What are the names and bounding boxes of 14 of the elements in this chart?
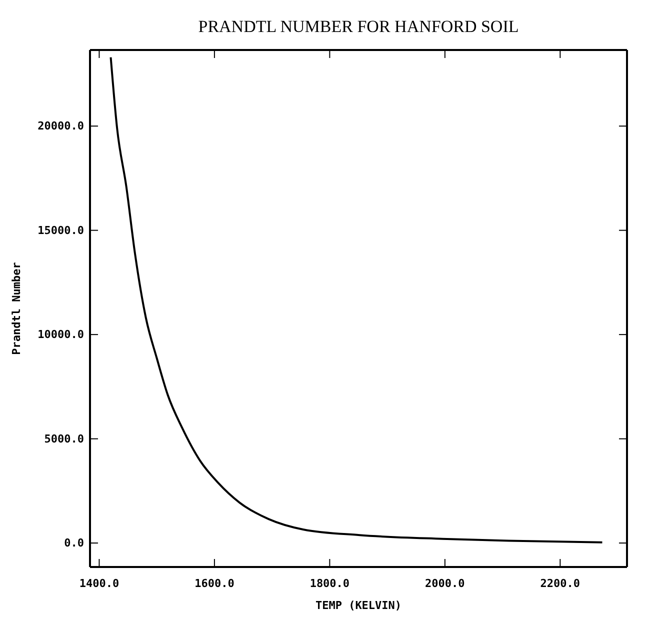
chart-title: PRANDTL NUMBER FOR HANFORD SOIL xyxy=(198,17,519,36)
y-tick-label: 5000.0 xyxy=(44,432,84,446)
x-tick-label: 1600.0 xyxy=(194,576,234,590)
x-tick-label: 2200.0 xyxy=(540,576,580,590)
x-axis-title: TEMP (KELVIN) xyxy=(315,599,402,612)
y-axis-title: Prandtl Number xyxy=(10,262,23,355)
x-tick-label: 2000.0 xyxy=(425,576,465,590)
y-tick-label: 0.0 xyxy=(64,536,84,550)
x-tick-label: 1800.0 xyxy=(310,576,350,590)
y-tick-label: 10000.0 xyxy=(38,328,84,342)
y-tick-label: 20000.0 xyxy=(38,120,84,133)
line-series xyxy=(110,56,604,544)
x-tick-label: 1400.0 xyxy=(79,576,120,590)
y-tick-label: 15000.0 xyxy=(38,224,84,237)
